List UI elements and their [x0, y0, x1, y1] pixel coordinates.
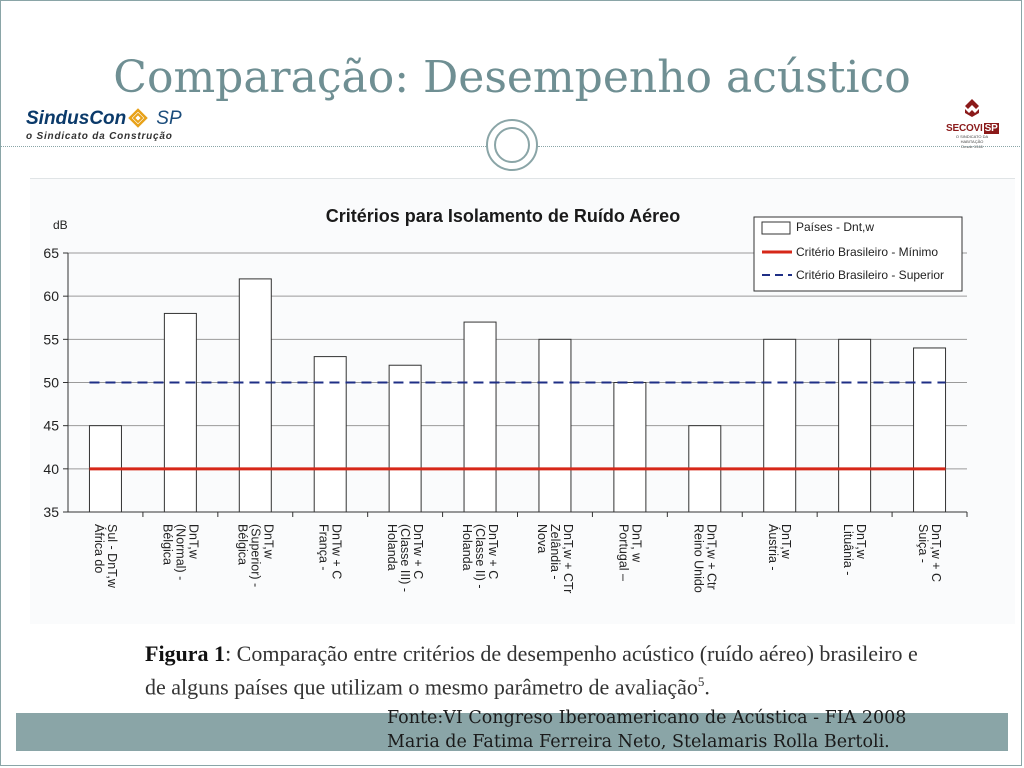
logo-tagline: o Sindicato da Construção — [26, 131, 173, 142]
x-category-label-line: Lituânia - — [841, 524, 855, 575]
logo-brand-suffix: SP — [156, 108, 182, 129]
y-tick-label: 55 — [43, 331, 59, 347]
caption-label: Figura 1 — [145, 641, 226, 666]
x-category-label: Bélgica (Superior) - DnT,w — [235, 524, 275, 587]
decorative-ring-icon — [486, 119, 538, 171]
x-category-label: África do Sul - DnT,w — [92, 524, 119, 589]
x-category-label: Holanda (Classe III) - DnTw + C — [385, 524, 425, 592]
legend-label: Critério Brasileiro - Superior — [796, 268, 944, 282]
legend-bar-swatch — [761, 221, 791, 235]
bar-7 — [613, 382, 647, 513]
chart-figure: 35 40 45 50 55 60 65 África do Sul - DnT,w Bélgi… — [30, 178, 1015, 624]
x-category-label: França - DnTw + C — [317, 524, 344, 579]
caption-footnote: 5 — [697, 674, 705, 689]
x-category-label-line: DnT,w — [261, 524, 275, 560]
bar-3 — [313, 356, 347, 513]
x-category-label-line: DnTw + C — [330, 524, 344, 579]
x-category-label: Reino Unido DnT,w + Ctr — [691, 524, 718, 593]
x-category-label: Suiça - DnT,w + C — [916, 524, 943, 582]
x-category-label-line: (Normal) - — [173, 524, 187, 580]
secovi-logo: SECOVI SP O SINDICATO DA HABITAÇÃO Desde … — [946, 98, 999, 149]
x-category-label-line: DnTw + C — [411, 524, 425, 579]
secovi-name: SECOVI — [946, 123, 983, 134]
y-tick-label: 65 — [43, 245, 59, 261]
x-category-label: Lituânia - DnT,w — [841, 524, 868, 575]
header-divider-right — [538, 146, 1022, 147]
bar-2 — [238, 278, 272, 513]
x-category-label-line: Nova — [535, 524, 549, 553]
x-category-label-line: DnTw + C — [486, 524, 500, 579]
x-category-label-line: Zelândia - — [548, 524, 562, 580]
legend-label: Critério Brasileiro - Mínimo — [796, 245, 938, 259]
bar-9 — [763, 338, 797, 513]
x-category-label: Nova Zelândia - DnT,w + CTr — [535, 524, 575, 593]
sinduscon-mark-icon — [128, 108, 149, 128]
source-line-1: Fonte:VI Congreso Iberoamericano de Acús… — [387, 708, 907, 728]
x-category-label: Áustria - DnT,w — [766, 524, 793, 571]
x-category-label-line: DnT,w + C — [929, 524, 943, 582]
y-tick-label: 50 — [43, 375, 59, 391]
x-category-label-line: Holanda — [460, 524, 474, 571]
x-category-label-line: Holanda — [385, 524, 399, 571]
x-category-label: Bélgica (Normal) - DnT,w — [160, 524, 200, 580]
x-category-label-line: Bélgica — [235, 524, 249, 565]
chart-legend: Países - Dnt,w Critério Brasileiro - Míni… — [753, 216, 963, 292]
source-credit: Fonte:VI Congreso Iberoamericano de Acús… — [387, 706, 906, 754]
x-category-label-line: Portugal – — [616, 524, 630, 581]
caption-text: : Comparação entre critérios de desempen… — [145, 641, 918, 700]
x-category-label-line: Áustria - — [766, 524, 781, 571]
slide-title: Comparação: Desempenho acústico — [113, 52, 911, 103]
bar-4 — [388, 364, 422, 513]
x-category-label-line: (Superior) - — [248, 524, 262, 587]
x-category-label-line: DnT,w + Ctr — [704, 524, 718, 590]
x-category-label: Holanda (Classe II) - DnTw + C — [460, 524, 500, 589]
source-line-2: Maria de Fatima Ferreira Neto, Stelamari… — [387, 732, 890, 752]
sinduscon-logo: SindusCon SP o Sindicato da Construção — [26, 108, 182, 142]
y-tick-label: 60 — [43, 288, 59, 304]
x-category-label-line: França - — [317, 524, 331, 571]
x-category-label-line: DnT,w + CTr — [561, 524, 575, 593]
y-tick-label: 35 — [43, 504, 59, 520]
caption-end: . — [704, 674, 710, 700]
x-category-label-line: África do — [92, 524, 107, 573]
x-category-label-line: DnT,w — [854, 524, 868, 560]
x-category-label-line: (Classe II) - — [473, 524, 487, 589]
bar-1 — [163, 312, 197, 513]
secovi-badge: SP — [983, 123, 999, 134]
x-category-label-line: (Classe III) - — [398, 524, 412, 592]
x-category-label: Portugal – DnT, w — [616, 524, 643, 581]
chart-y-axis-label: dB — [53, 218, 68, 232]
header-divider-left — [0, 146, 486, 147]
x-category-label-line: Sul - DnT,w — [105, 524, 119, 589]
footer-bar — [16, 713, 1008, 751]
bar-10 — [838, 338, 872, 513]
x-category-label-line: DnT,w — [186, 524, 200, 560]
secovi-mark-icon — [965, 99, 979, 117]
x-category-label-line: Bélgica — [160, 524, 174, 565]
x-category-label-line: Suiça - — [916, 524, 930, 563]
y-tick-label: 40 — [43, 461, 59, 477]
y-tick-label: 45 — [43, 418, 59, 434]
figure-caption: Figura 1: Comparação entre critérios de … — [145, 640, 925, 701]
bar-chart: 35 40 45 50 55 60 65 África do Sul - DnT,w Bélgi… — [43, 206, 968, 593]
logo-brand-text: SindusCon — [26, 108, 127, 129]
legend-label: Países - Dnt,w — [796, 220, 874, 234]
secovi-subtitle: O SINDICATO DA HABITAÇÃO — [955, 134, 989, 144]
x-category-label-line: DnT, w — [629, 524, 643, 563]
bar-6 — [538, 338, 572, 513]
x-category-label-line: Reino Unido — [691, 524, 705, 593]
chart-title: Critérios para Isolamento de Ruído Aéreo — [326, 206, 680, 226]
bar-5 — [463, 321, 497, 513]
x-category-label-line: DnT,w — [779, 524, 793, 560]
bar-11 — [913, 347, 947, 513]
